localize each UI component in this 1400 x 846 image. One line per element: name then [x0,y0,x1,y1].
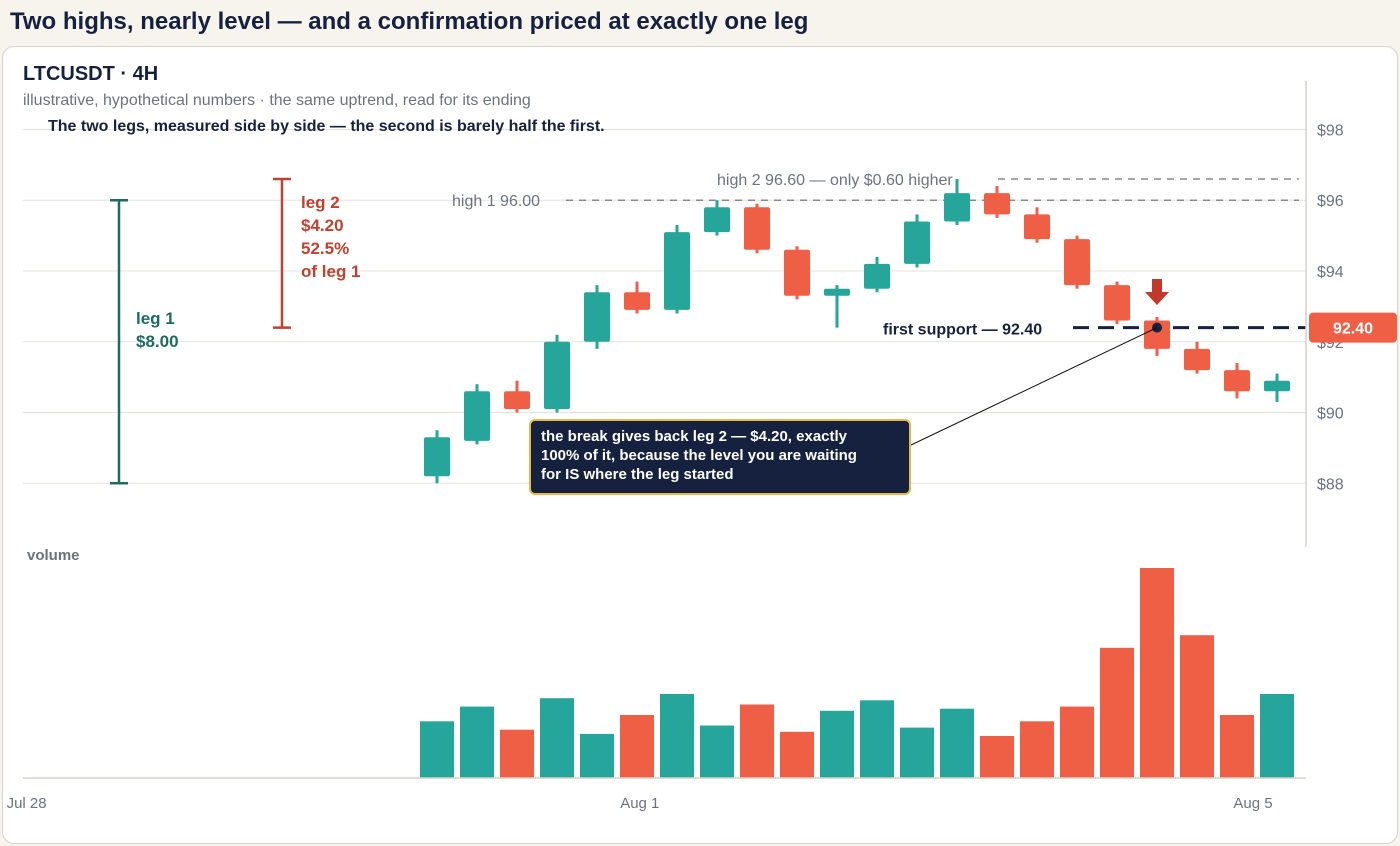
volume-bar [1260,694,1294,778]
candle-body [1144,320,1170,349]
candle-body [1104,285,1130,321]
leg-label: of leg 1 [301,262,361,281]
x-tick-label: Jul 28 [7,795,47,812]
candle-body [704,207,730,233]
volume-bar [1180,635,1214,778]
volume-bar [500,729,534,778]
candle-body [624,292,650,310]
candle-body [504,391,530,409]
y-tick-label: $94 [1317,264,1344,281]
callout-text: for IS where the leg started [541,466,734,483]
candle-body [424,437,450,477]
candle-body [944,193,970,222]
volume-bar [740,704,774,778]
support-price-badge-label: 92.40 [1333,321,1373,338]
volume-bar [820,710,854,778]
volume-bar [460,706,494,778]
chart-title: LTCUSDT · 4H [23,63,158,85]
volume-bar [540,698,574,778]
volume-bar [860,700,894,778]
callout-box [529,419,911,495]
candle-body [824,288,850,296]
volume-bar [940,708,974,778]
candle-body [664,232,690,310]
support-price-badge [1309,312,1397,343]
candle-body [544,341,570,409]
callout-text: the break gives back leg 2 — $4.20, exac… [541,428,848,445]
volume-bar [1220,715,1254,778]
page-title: Two highs, nearly level — and a confirma… [10,8,809,35]
volume-bar [1100,647,1134,778]
candle-body [784,249,810,296]
leg-label: $8.00 [136,332,179,351]
volume-bar [1140,568,1174,778]
leg-label: leg 2 [301,193,340,212]
volume-bar [1060,706,1094,778]
signal-arrow-stem [1152,279,1162,293]
high-1-label: high 1 96.00 [452,193,540,210]
chart-card: $88 $90 $92 $94 $96 $98 92.40 Jul 28 Aug 1 Aug 5 … [2,46,1398,844]
candle-body [584,292,610,342]
volume-bar [580,733,614,778]
candle-body [1024,214,1050,240]
volume-bar [900,727,934,778]
callout-text: 100% of it, because the level you are wa… [541,447,857,464]
volume-bar [980,736,1014,778]
candle-body [1264,380,1290,392]
candle-body [464,391,490,441]
candle-body [1184,348,1210,371]
leg-label: leg 1 [136,309,175,328]
x-tick-label: Aug 5 [1233,795,1272,812]
volume-bar [1020,721,1054,778]
candle-body [1064,239,1090,286]
volume-bar [780,731,814,778]
volume-label: volume [27,547,80,564]
y-tick-label: $90 [1317,406,1344,423]
signal-arrow-head [1145,292,1169,305]
chart-subtitle: illustrative, hypothetical numbers · the… [23,92,531,109]
volume-bar [420,721,454,778]
y-tick-label: $96 [1317,193,1344,210]
chart-headline: The two legs, measured side by side — th… [48,118,605,135]
candle-body [904,221,930,264]
volume-bar [660,694,694,778]
callout-pointer-line [910,327,1158,446]
high-2-label: high 2 96.60 — only $0.60 higher [717,172,953,189]
support-label: first support — 92.40 [883,322,1042,339]
candle-body [744,207,770,250]
leg-label: 52.5% [301,239,349,258]
candle-body [1224,370,1250,392]
volume-bar [700,725,734,778]
y-tick-label: $98 [1317,122,1344,139]
leg-label: $4.20 [301,216,344,235]
candle-body [864,263,890,289]
volume-bar [620,715,654,778]
candle-body [984,193,1010,215]
x-tick-label: Aug 1 [620,795,659,812]
y-tick-label: $88 [1317,476,1344,493]
